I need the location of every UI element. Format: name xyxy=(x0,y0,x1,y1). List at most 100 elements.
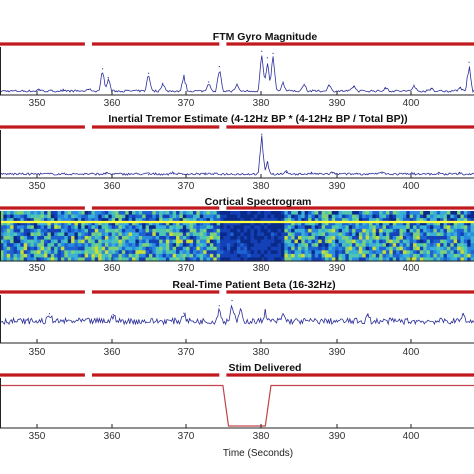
spectrogram-cell xyxy=(16,218,21,223)
spectrogram-cell xyxy=(392,221,397,226)
spectrogram-cell xyxy=(125,246,130,251)
spectrogram-cell xyxy=(402,225,407,230)
spectrogram-cell xyxy=(362,214,367,219)
spectrogram-cell xyxy=(94,253,99,259)
spectrogram-cell xyxy=(16,243,21,248)
spectrogram-cell xyxy=(247,211,252,216)
spectrogram-cell xyxy=(257,221,262,226)
spectrogram-cell xyxy=(264,211,269,216)
spectrogram-cell xyxy=(203,257,208,262)
spectrogram-cell xyxy=(260,225,265,230)
spectrogram-cell xyxy=(467,225,472,230)
spectrogram-cell xyxy=(331,232,336,237)
spectrogram-cell xyxy=(192,211,197,216)
spectrogram-cell xyxy=(81,225,86,230)
spectrogram-cell xyxy=(179,211,184,216)
spectrogram-cell xyxy=(27,246,32,251)
spectrogram-cell xyxy=(365,246,370,251)
spectrogram-cell xyxy=(20,228,25,234)
spectrogram-cell xyxy=(341,257,346,262)
spectrogram-cell xyxy=(460,228,465,234)
spectrogram-cell xyxy=(325,250,330,255)
spectrogram-cell xyxy=(274,236,279,241)
spectrogram-cell xyxy=(159,246,164,251)
spectrogram-cell xyxy=(0,214,4,219)
spectrogram-cell xyxy=(470,243,474,248)
spectrogram-cell xyxy=(220,228,225,234)
spectrogram-cell xyxy=(16,257,21,262)
spectrogram-cell xyxy=(260,253,265,259)
spectrogram-cell xyxy=(165,253,170,259)
spectrogram-cell xyxy=(240,225,245,230)
spectrogram-cell xyxy=(27,211,32,216)
spectrogram-cell xyxy=(355,218,360,223)
spectrogram-cell xyxy=(111,232,116,237)
spectrogram-cell xyxy=(331,236,336,241)
spectrogram-cell xyxy=(88,214,93,219)
spectrogram-cell xyxy=(3,232,8,237)
spectrogram-cell xyxy=(413,236,418,241)
spectrogram-cell xyxy=(37,246,42,251)
spectrogram-cell xyxy=(396,236,401,241)
spectrogram-cell xyxy=(125,253,130,259)
spectrogram-cell xyxy=(328,243,333,248)
spectrogram-cell xyxy=(118,221,123,226)
spectrogram-cell xyxy=(463,243,468,248)
spectrogram-cell xyxy=(6,232,11,237)
spectrogram-cell xyxy=(199,232,204,237)
spectrogram-cell xyxy=(416,214,421,219)
spectrogram-cell xyxy=(325,221,330,226)
spectrogram-cell xyxy=(230,232,235,237)
spectrogram-cell xyxy=(91,246,96,251)
spectrogram-cell xyxy=(13,243,18,248)
spectrogram-cell xyxy=(372,257,377,262)
spectrogram-cell xyxy=(446,246,451,251)
spectrogram-cell xyxy=(91,211,96,216)
spectrogram-cell xyxy=(44,232,48,237)
spectrogram-cell xyxy=(348,221,353,226)
spectrogram-cell xyxy=(148,236,153,241)
spectrogram-cell xyxy=(216,250,221,255)
spectrogram-cell xyxy=(162,221,167,226)
spectrogram-cell xyxy=(318,246,323,251)
spectrogram-cell xyxy=(311,214,316,219)
spectrogram-cell xyxy=(281,232,285,237)
spectrogram-cell xyxy=(450,221,455,226)
spectrogram-cell xyxy=(433,218,438,223)
spectrogram-cell xyxy=(453,221,458,226)
spectrogram-cell xyxy=(60,218,65,223)
spectrogram-cell xyxy=(203,218,208,223)
spectrogram-cell xyxy=(115,221,120,226)
spectrogram-cell xyxy=(250,218,255,223)
spectrogram-cell xyxy=(60,236,65,241)
spectrogram-cell xyxy=(23,246,28,251)
spectrogram-cell xyxy=(250,225,255,230)
spectrogram-cell xyxy=(71,214,76,219)
spectrogram-cell xyxy=(111,246,116,251)
spectrogram-cell xyxy=(362,228,367,234)
spectrogram-cell xyxy=(142,243,147,248)
spectrogram-cell xyxy=(243,253,248,259)
data-point xyxy=(381,172,383,174)
spectrogram-cell xyxy=(450,225,455,230)
spectrogram-cell xyxy=(145,250,150,255)
spectrogram-cell xyxy=(267,257,272,262)
spectrogram-cell xyxy=(138,225,143,230)
spectrogram-cell xyxy=(44,250,48,255)
spectrogram-cell xyxy=(10,246,15,251)
spectrogram-cell xyxy=(440,228,445,234)
spectrogram-cell xyxy=(237,236,241,241)
spectrogram-cell xyxy=(40,239,45,244)
spectrogram-cell xyxy=(54,257,59,262)
spectrogram-cell xyxy=(77,225,82,230)
spectrogram-cell xyxy=(159,243,164,248)
spectrogram-cell xyxy=(240,218,245,223)
spectrogram-cell xyxy=(50,225,55,230)
spectrogram-cell xyxy=(467,221,472,226)
data-point xyxy=(107,77,109,79)
spectrogram-cell xyxy=(172,218,177,223)
spectrogram-cell xyxy=(233,232,238,237)
spectrogram-cell xyxy=(372,211,377,216)
spectrogram-cell xyxy=(57,243,62,248)
spectrogram-cell xyxy=(375,214,380,219)
